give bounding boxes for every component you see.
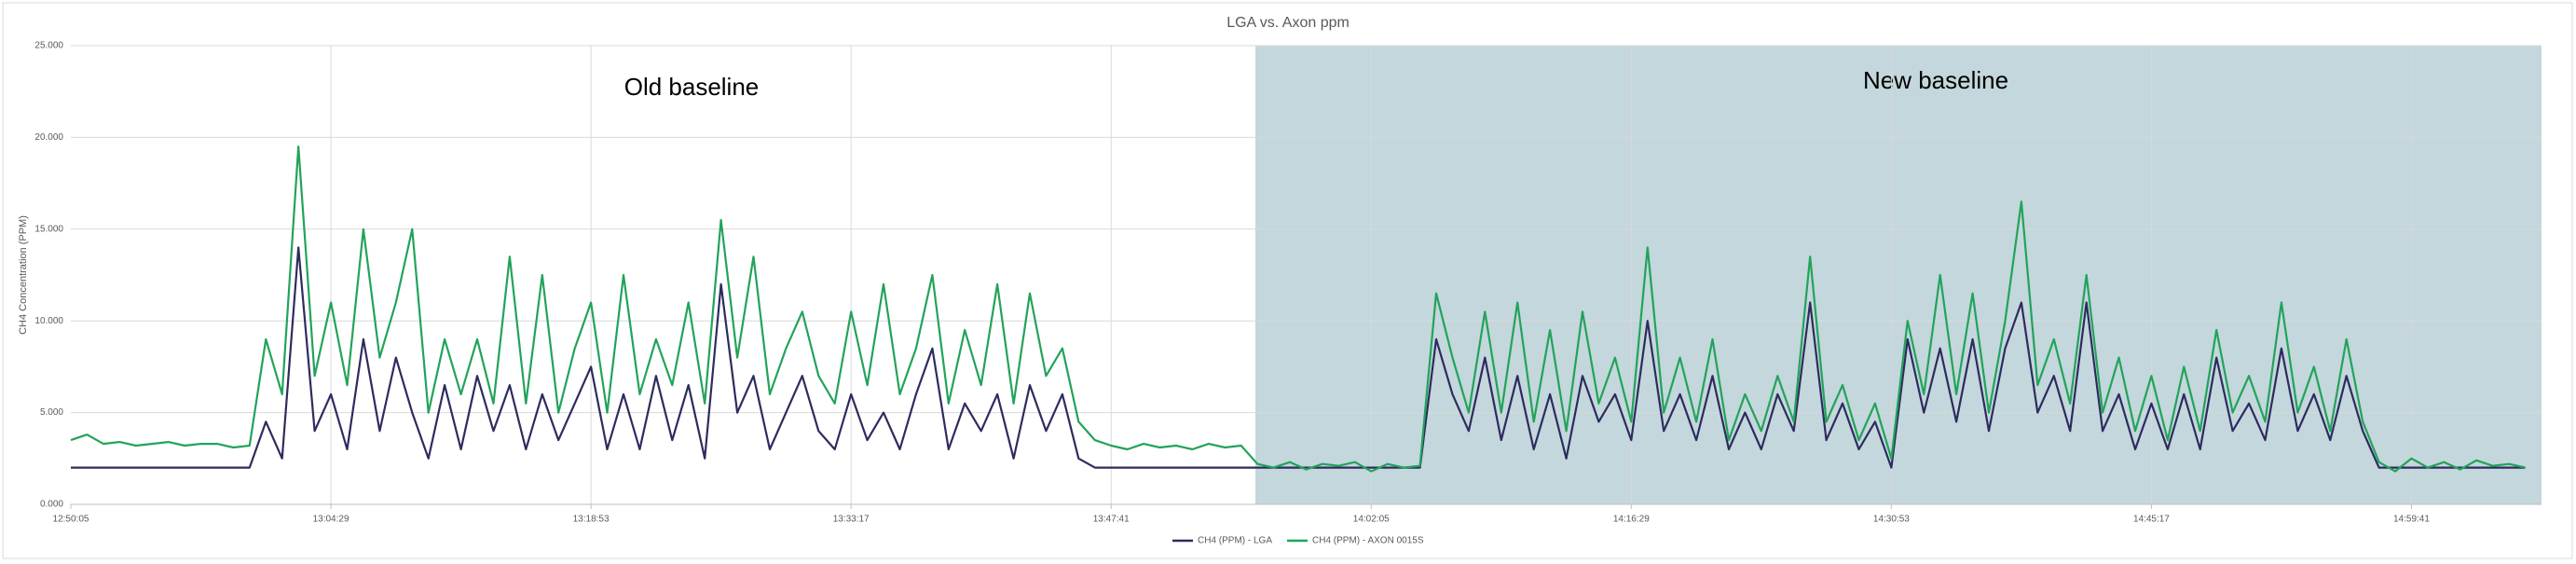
x-tick-label: 13:04:29	[313, 515, 349, 525]
legend-label: CH4 (PPM) - LGA	[1198, 536, 1272, 546]
series-line	[70, 145, 2526, 473]
y-tick-label: 5.000	[40, 407, 63, 418]
y-tick-label: 25.000	[34, 41, 63, 51]
x-tick-label: 13:47:41	[1093, 515, 1130, 525]
y-tick-label: 15.000	[34, 224, 63, 234]
x-tick-label: 14:30:53	[1873, 515, 1910, 525]
x-tick-label: 14:59:41	[2393, 515, 2430, 525]
x-tick-label: 14:02:05	[1353, 515, 1390, 525]
x-tick-label: 13:18:53	[573, 515, 610, 525]
series-line	[71, 246, 2526, 469]
new-baseline-region	[1255, 46, 2542, 504]
y-axis-label: CH4 Concentration (PPM)	[18, 215, 29, 335]
y-tick-label: 20.000	[34, 132, 63, 143]
y-tick-label: 10.000	[34, 316, 63, 326]
x-tick-label: 13:33:17	[833, 515, 870, 525]
annotation: New baseline	[1863, 66, 2008, 94]
x-tick-label: 14:45:17	[2133, 515, 2170, 525]
y-tick-label: 0.000	[40, 500, 63, 510]
x-tick-label: 12:50:05	[53, 515, 89, 525]
chart-title: LGA vs. Axon ppm	[1226, 15, 1350, 31]
x-tick-label: 14:16:29	[1613, 515, 1650, 525]
legend-label: CH4 (PPM) - AXON 0015S	[1312, 536, 1424, 546]
annotation: Old baseline	[624, 73, 760, 101]
